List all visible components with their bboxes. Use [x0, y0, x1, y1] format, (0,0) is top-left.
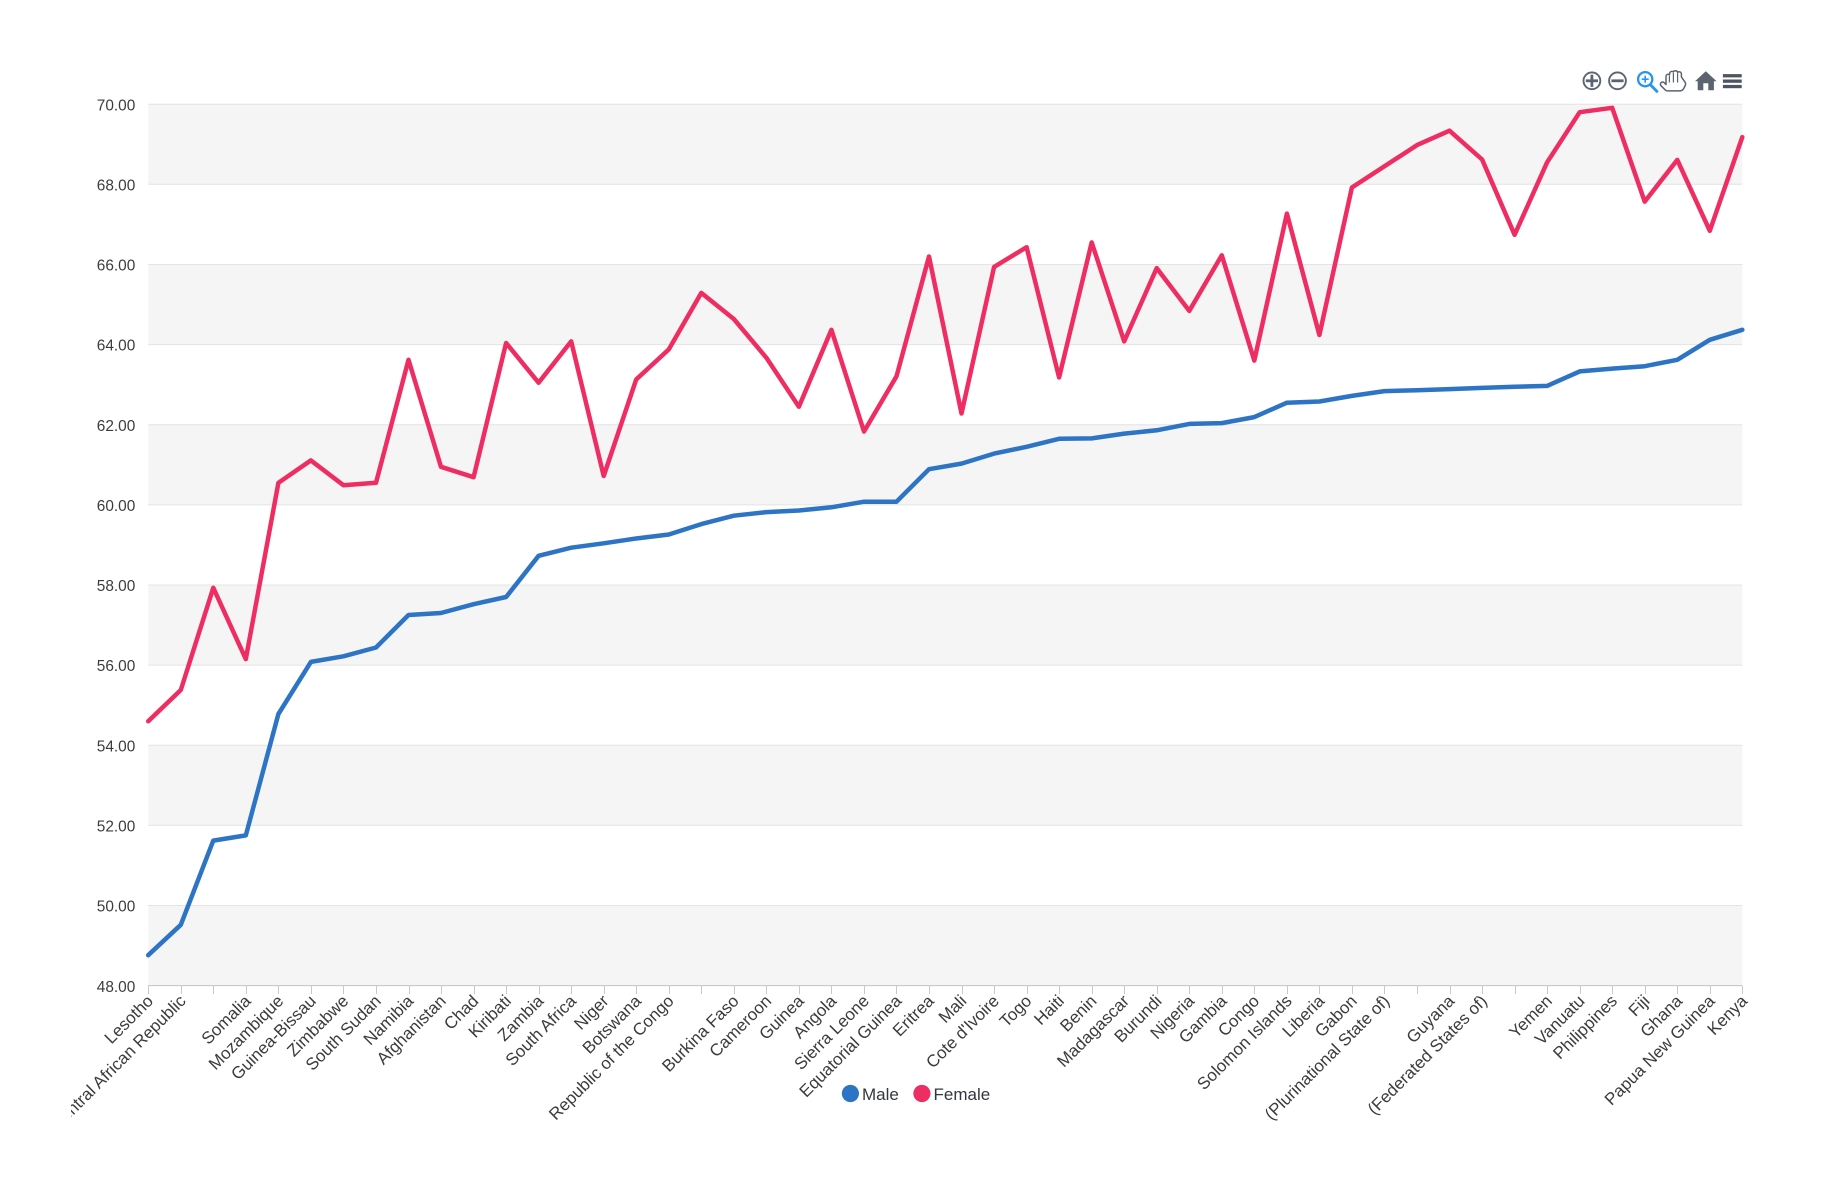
svg-text:48.00: 48.00	[97, 979, 136, 996]
svg-text:Central African Republic: Central African Republic	[47, 991, 190, 1134]
svg-text:50.00: 50.00	[97, 899, 136, 916]
svg-text:Male: Male	[862, 1085, 899, 1104]
svg-text:64.00: 64.00	[97, 338, 136, 355]
svg-text:66.00: 66.00	[97, 258, 136, 275]
svg-text:Togo: Togo	[996, 991, 1036, 1031]
svg-text:Female: Female	[934, 1085, 991, 1104]
svg-text:68.00: 68.00	[97, 177, 136, 194]
svg-text:52.00: 52.00	[97, 819, 136, 836]
svg-text:56.00: 56.00	[97, 658, 136, 675]
svg-text:54.00: 54.00	[97, 738, 136, 755]
svg-text:62.00: 62.00	[97, 418, 136, 435]
svg-text:58.00: 58.00	[97, 578, 136, 595]
svg-text:70.00: 70.00	[97, 97, 136, 114]
svg-text:60.00: 60.00	[97, 498, 136, 515]
